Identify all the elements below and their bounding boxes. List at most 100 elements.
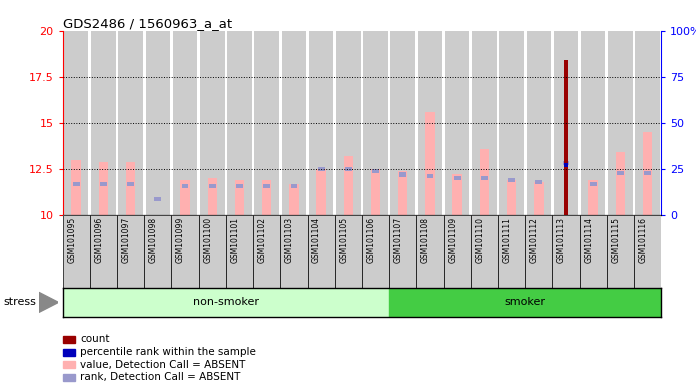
Text: GSM101114: GSM101114: [584, 217, 593, 263]
Bar: [173, 31, 198, 215]
Bar: [317, 167, 324, 171]
FancyBboxPatch shape: [90, 215, 117, 288]
FancyBboxPatch shape: [171, 215, 198, 288]
FancyBboxPatch shape: [580, 215, 607, 288]
FancyBboxPatch shape: [253, 215, 280, 288]
Bar: [73, 182, 79, 186]
Bar: [207, 178, 217, 215]
FancyBboxPatch shape: [280, 215, 308, 288]
Bar: [418, 31, 442, 215]
Bar: [526, 31, 551, 215]
FancyBboxPatch shape: [470, 215, 498, 288]
Bar: [91, 31, 116, 215]
Bar: [63, 288, 389, 317]
Bar: [145, 31, 170, 215]
Text: GSM101098: GSM101098: [149, 217, 158, 263]
Bar: [200, 31, 225, 215]
Bar: [72, 160, 81, 215]
Bar: [309, 31, 333, 215]
Bar: [554, 31, 578, 215]
Bar: [255, 31, 279, 215]
Text: GSM101107: GSM101107: [394, 217, 403, 263]
Bar: [100, 182, 107, 186]
Text: GSM101106: GSM101106: [367, 217, 376, 263]
Bar: [127, 182, 134, 186]
Bar: [534, 182, 544, 215]
Bar: [507, 180, 516, 215]
Text: GSM101101: GSM101101: [230, 217, 239, 263]
Text: GSM101111: GSM101111: [503, 217, 512, 263]
Bar: [263, 184, 270, 187]
Bar: [472, 31, 497, 215]
Bar: [535, 180, 542, 184]
Text: GSM101113: GSM101113: [557, 217, 566, 263]
Bar: [317, 169, 326, 215]
FancyBboxPatch shape: [416, 215, 443, 288]
Bar: [389, 288, 661, 317]
Text: rank, Detection Call = ABSENT: rank, Detection Call = ABSENT: [80, 372, 240, 382]
Text: GSM101105: GSM101105: [340, 217, 348, 263]
Text: GSM101116: GSM101116: [639, 217, 647, 263]
Text: GSM101115: GSM101115: [611, 217, 620, 263]
FancyBboxPatch shape: [443, 215, 470, 288]
FancyBboxPatch shape: [607, 215, 634, 288]
FancyBboxPatch shape: [308, 215, 335, 288]
Bar: [480, 149, 489, 215]
Text: GSM101096: GSM101096: [95, 217, 104, 263]
Text: GSM101103: GSM101103: [285, 217, 294, 263]
Bar: [564, 163, 569, 167]
Bar: [427, 174, 434, 178]
FancyBboxPatch shape: [362, 215, 389, 288]
Text: GSM101102: GSM101102: [258, 217, 267, 263]
Text: GSM101099: GSM101099: [176, 217, 185, 263]
Text: GSM101109: GSM101109: [448, 217, 457, 263]
Polygon shape: [39, 293, 58, 313]
Text: non-smoker: non-smoker: [193, 297, 259, 308]
Bar: [262, 180, 271, 215]
FancyBboxPatch shape: [525, 215, 553, 288]
FancyBboxPatch shape: [226, 215, 253, 288]
Bar: [617, 170, 624, 175]
FancyBboxPatch shape: [498, 215, 525, 288]
Bar: [398, 171, 407, 215]
Bar: [345, 167, 351, 171]
Text: value, Detection Call = ABSENT: value, Detection Call = ABSENT: [80, 360, 246, 370]
Text: smoker: smoker: [505, 297, 546, 308]
FancyBboxPatch shape: [389, 215, 416, 288]
Bar: [590, 182, 596, 186]
Bar: [588, 180, 598, 215]
FancyBboxPatch shape: [335, 215, 362, 288]
Bar: [644, 170, 651, 175]
Bar: [363, 31, 388, 215]
Bar: [390, 31, 415, 215]
Bar: [99, 162, 108, 215]
Bar: [445, 31, 469, 215]
FancyBboxPatch shape: [634, 215, 661, 288]
Bar: [336, 31, 361, 215]
Bar: [508, 178, 515, 182]
Text: GSM101110: GSM101110: [475, 217, 484, 263]
Text: percentile rank within the sample: percentile rank within the sample: [80, 347, 256, 357]
Bar: [499, 31, 524, 215]
Bar: [235, 180, 244, 215]
Bar: [608, 31, 633, 215]
Bar: [400, 172, 406, 177]
Text: GDS2486 / 1560963_a_at: GDS2486 / 1560963_a_at: [63, 17, 232, 30]
Bar: [562, 161, 569, 166]
Bar: [425, 112, 435, 215]
Bar: [227, 31, 252, 215]
Bar: [454, 176, 461, 180]
Text: GSM101112: GSM101112: [530, 217, 539, 263]
Text: GSM101100: GSM101100: [203, 217, 212, 263]
Bar: [289, 184, 299, 215]
Bar: [481, 176, 488, 180]
FancyBboxPatch shape: [117, 215, 144, 288]
FancyBboxPatch shape: [144, 215, 171, 288]
Bar: [155, 197, 161, 201]
Bar: [643, 132, 652, 215]
FancyBboxPatch shape: [198, 215, 226, 288]
Bar: [209, 184, 216, 187]
Bar: [282, 31, 306, 215]
Text: count: count: [80, 334, 109, 344]
Bar: [64, 31, 88, 215]
